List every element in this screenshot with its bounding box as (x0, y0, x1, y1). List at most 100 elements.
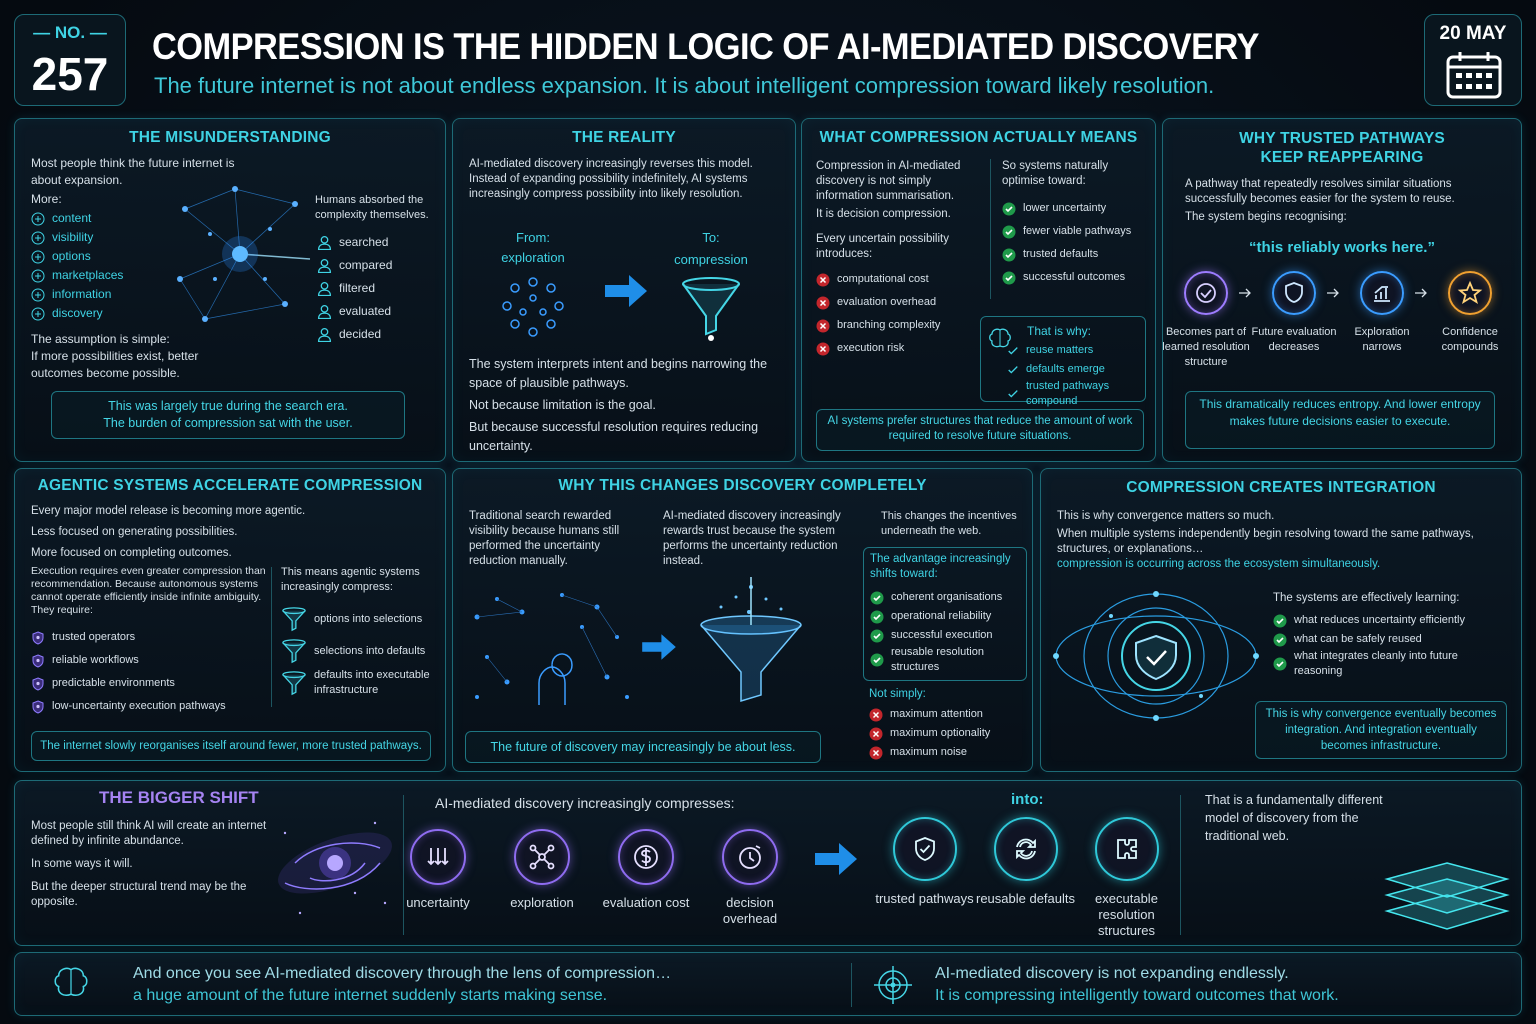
line (179, 278, 206, 320)
rect (1486, 84, 1492, 89)
title: THE MISUNDERSTANDING (129, 129, 331, 146)
item: successful outcomes (1002, 266, 1150, 289)
panel: WHY THIS CHANGES DISCOVERY COMPLETELY Tr… (452, 468, 1033, 772)
item: compared (317, 254, 392, 277)
circle (539, 308, 547, 316)
rect (1476, 73, 1482, 78)
item: coherent organisations (870, 588, 1025, 607)
compresses-label: AI-mediated discovery increasingly compr… (435, 795, 735, 811)
item: execution risk (816, 337, 986, 360)
hdrbox: — NO. — 257 (14, 14, 126, 106)
g (179, 188, 311, 320)
icon (869, 746, 883, 759)
g (476, 594, 618, 683)
path (35, 253, 41, 260)
title: WHY THIS CHANGES DISCOVERY COMPLETELY (558, 477, 927, 494)
ring (618, 829, 674, 885)
item: selections into defaults (281, 635, 441, 667)
circle (327, 855, 343, 871)
into-items: trusted pathways (875, 891, 974, 906)
why: reuse matters (1026, 344, 1094, 356)
body: Not because limitation is the goal. (469, 398, 656, 412)
icon (282, 639, 306, 664)
item: reusable defaults (975, 817, 1076, 939)
g (474, 593, 629, 699)
item: trusted pathways (874, 817, 975, 939)
circle (554, 301, 564, 311)
item: defaults into executable infrastructure (281, 667, 441, 699)
icon (31, 212, 45, 225)
rect (1466, 84, 1472, 89)
item: reusable resolution structures (870, 645, 1025, 675)
item: low-uncertainty execution pathways (31, 695, 226, 718)
circle (1053, 653, 1059, 659)
path (914, 837, 935, 861)
icon (282, 607, 306, 632)
circle (546, 283, 556, 293)
item: evaluated (317, 300, 392, 323)
adv-items: operational reliability (891, 610, 992, 622)
people-network (474, 593, 629, 705)
circle (31, 250, 45, 263)
item: maximum optionality (869, 724, 990, 743)
path (1285, 282, 1303, 303)
path (35, 272, 41, 279)
not-items: maximum optionality (890, 727, 991, 739)
circle (353, 891, 357, 895)
title: WHAT COMPRESSION ACTUALLY MEANS (819, 129, 1138, 146)
rect (1486, 73, 1492, 78)
ring (1448, 271, 1492, 315)
item: reuse matters (1007, 341, 1145, 360)
icon (870, 610, 884, 623)
item: defaults emerge (1007, 360, 1145, 379)
right: It is compressing intelligently toward o… (935, 987, 1339, 1004)
path (1457, 280, 1483, 304)
path (35, 215, 41, 222)
icon (317, 327, 332, 342)
circle (528, 277, 538, 287)
line (496, 598, 523, 613)
from-items: decision overhead (722, 895, 778, 926)
panel: THE MISUNDERSTANDING Most people think t… (14, 118, 446, 462)
circle (529, 294, 537, 302)
line (239, 253, 311, 260)
item: Confidence compounds (1426, 271, 1514, 370)
intro: Most people think the future internet is… (31, 156, 235, 187)
icon (32, 699, 44, 714)
toward: lower uncertainty (1023, 202, 1107, 214)
line (234, 188, 241, 255)
galaxy-graphic (278, 821, 392, 915)
svg (529, 844, 555, 870)
advantage: The advantage increasingly shifts toward… (870, 553, 1011, 580)
adv-items: coherent organisations (891, 591, 1003, 603)
circle (502, 301, 512, 311)
path (682, 283, 740, 336)
circle (625, 695, 629, 699)
icon (32, 676, 44, 691)
g (1456, 73, 1492, 89)
circle (708, 335, 714, 341)
path (700, 624, 802, 703)
icon (32, 630, 44, 645)
body: Execution requires even greater compress… (31, 565, 266, 616)
why: trusted pathways compound (1026, 380, 1110, 407)
hdrbox: 20 MAY (1424, 14, 1522, 106)
line (184, 208, 241, 255)
item: operational reliability (870, 607, 1025, 626)
requires: reliable workflows (52, 654, 139, 666)
item: content (31, 209, 123, 228)
rings: Becomes part of learned resolution struc… (1162, 271, 1514, 370)
more-label: More: (31, 192, 62, 206)
item: filtered (317, 277, 392, 300)
t: Compression in AI-mediated discovery is … (816, 159, 986, 360)
g (719, 585, 783, 614)
compress-intro: This means agentic systems increasingly … (281, 566, 420, 593)
list: content visibility options marketplaces info… (31, 209, 123, 323)
icon (816, 342, 830, 355)
path (317, 266, 332, 273)
circle (31, 307, 45, 320)
circle (779, 607, 783, 611)
list: searched compared filtered evaluated decided (317, 231, 392, 346)
item: searched (317, 231, 392, 254)
item: discovery (31, 304, 123, 323)
